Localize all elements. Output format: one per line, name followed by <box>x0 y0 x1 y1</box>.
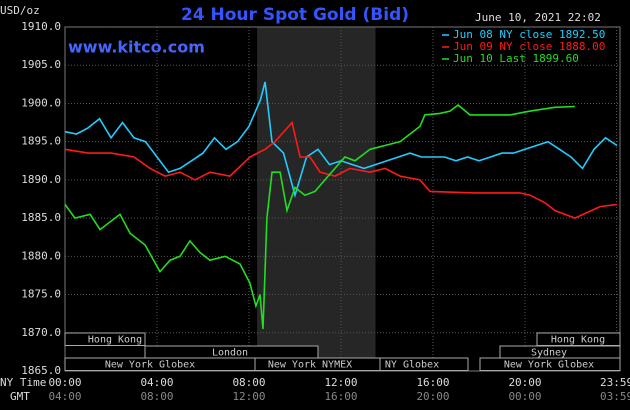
x-tick-label: 16:00 <box>416 376 449 389</box>
session-label: New York Globex <box>105 360 195 371</box>
legend-label: Jun 09 NY close 1888.00 <box>453 40 605 53</box>
x-tick-label: 00:00 <box>48 376 81 389</box>
gmt-tick-label: 04:00 <box>48 390 81 403</box>
series-line <box>64 103 575 330</box>
gmt-tick-label: 00:00 <box>508 390 541 403</box>
source: www.kitco.com <box>68 38 205 57</box>
timestamp: June 10, 2021 22:02 <box>475 11 601 24</box>
x-tick-label: 04:00 <box>140 376 173 389</box>
x-tick-label: 08:00 <box>232 376 265 389</box>
highlight-band <box>257 27 376 371</box>
session-label: New York Globex <box>504 360 594 371</box>
series-line <box>64 81 618 199</box>
y-tick-label: 1890.0 <box>21 173 61 186</box>
session-box <box>64 332 146 346</box>
session-label: Sydney <box>531 348 567 359</box>
gmt-tick-label: 12:00 <box>232 390 265 403</box>
session-box <box>479 357 621 371</box>
chart-title: 24 Hour Spot Gold (Bid) <box>181 5 409 25</box>
x-row-label: NY Time <box>0 376 46 389</box>
session-label: Hong Kong <box>88 335 142 346</box>
gmt-tick-label: 03:59 <box>600 390 630 403</box>
legend-label: Jun 10 Last 1899.60 <box>453 52 579 65</box>
y-tick-label: 1905.0 <box>21 58 61 71</box>
x-row-label: GMT <box>10 390 30 403</box>
y-tick-label: 1885.0 <box>21 211 61 224</box>
session-box <box>379 357 469 371</box>
y-tick-label: 1910.0 <box>21 20 61 33</box>
x-tick-label: 12:00 <box>324 376 357 389</box>
series-line <box>64 120 618 219</box>
gmt-tick-label: 20:00 <box>416 390 449 403</box>
y-tick-label: 1870.0 <box>21 326 61 339</box>
x-tick-label: 20:00 <box>508 376 541 389</box>
y-tick-label: 1875.0 <box>21 288 61 301</box>
legend-label: Jun 08 NY close 1892.50 <box>453 28 605 41</box>
session-label: London <box>212 348 248 359</box>
x-tick-label: 23:59 <box>600 376 630 389</box>
y-tick-label: 1900.0 <box>21 96 61 109</box>
gmt-tick-label: 16:00 <box>324 390 357 403</box>
y-axis-label: USD/oz <box>0 4 40 17</box>
session-label: NY Globex <box>385 360 439 371</box>
session-label: Hong Kong <box>551 335 605 346</box>
gmt-tick-label: 08:00 <box>140 390 173 403</box>
y-tick-label: 1880.0 <box>21 249 61 262</box>
session-label: New York NYMEX <box>268 360 352 371</box>
y-tick-label: 1895.0 <box>21 135 61 148</box>
y-tick-label: 1865.0 <box>21 364 61 377</box>
